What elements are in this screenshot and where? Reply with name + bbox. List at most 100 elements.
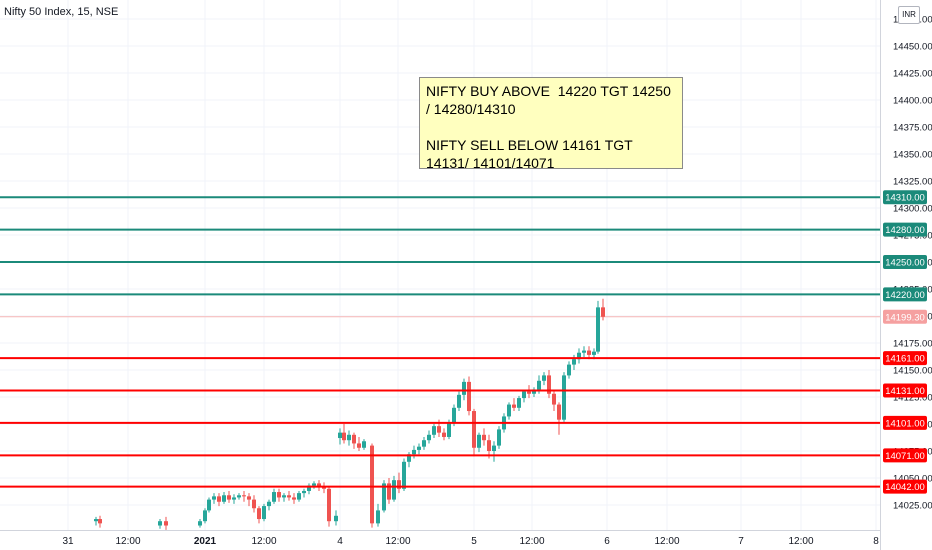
- price-tick-label: 14150.00: [893, 366, 932, 377]
- level-price-label: 14131.00: [885, 386, 925, 397]
- time-tick-label: 6: [604, 536, 610, 547]
- candle-up: [417, 446, 421, 450]
- candle-up: [432, 426, 436, 435]
- candle-up: [567, 364, 571, 376]
- candle-down: [527, 391, 531, 394]
- candle-up: [582, 350, 586, 353]
- candle-down: [397, 480, 401, 489]
- time-tick-label: 2021: [194, 536, 217, 547]
- level-price-label-bg: [883, 415, 927, 430]
- level-price-label: 14280.00: [885, 225, 925, 236]
- candle-down: [512, 404, 516, 408]
- candle-down: [352, 434, 356, 444]
- candle-down: [292, 497, 296, 500]
- note-line-sell: NIFTY SELL BELOW 14161 TGT 14131/ 14101/…: [426, 137, 637, 171]
- candle-up: [407, 454, 411, 462]
- level-price-label-bg: [883, 190, 927, 205]
- candle-up: [447, 422, 451, 437]
- candle-down: [472, 411, 476, 448]
- candle-down: [547, 375, 551, 394]
- price-tick-label: 14300.00: [893, 204, 932, 215]
- annotation-note[interactable]: NIFTY BUY ABOVE 14220 TGT 14250 / 14280/…: [419, 77, 683, 171]
- time-tick-label: 12:00: [519, 536, 544, 547]
- level-price-label: 14250.00: [885, 258, 925, 269]
- candle-down: [252, 499, 256, 509]
- candle-down: [227, 495, 231, 500]
- time-tick-label: 7: [738, 536, 744, 547]
- level-price-label: 14071.00: [885, 451, 925, 462]
- candle-down: [277, 492, 281, 498]
- price-tick-label: 14325.00: [893, 177, 932, 188]
- time-tick-label: 31: [62, 536, 74, 547]
- candle-up: [207, 499, 211, 511]
- last-price-tag: 14199.30: [885, 312, 925, 323]
- candle-down: [557, 404, 561, 420]
- candle-up: [497, 429, 501, 446]
- candle-down: [257, 508, 261, 520]
- price-tick-label: 14125.00: [893, 393, 932, 404]
- price-tick-label: 14375.00: [893, 123, 932, 134]
- last-price-tag-bg: [883, 309, 927, 324]
- price-tick-label: 14175.00: [893, 339, 932, 350]
- currency-badge[interactable]: INR: [898, 6, 920, 24]
- candle-up: [338, 432, 342, 439]
- price-tick-label: 14050.00: [893, 474, 932, 485]
- candle-up: [198, 521, 202, 526]
- candle-down: [437, 426, 441, 433]
- candle-down: [601, 307, 605, 317]
- time-tick-label: 5: [471, 536, 477, 547]
- candle-up: [577, 352, 581, 360]
- candle-up: [537, 380, 541, 390]
- candle-up: [362, 441, 366, 448]
- candle-down: [317, 483, 321, 487]
- time-tick-label: 12:00: [115, 536, 140, 547]
- candle-up: [427, 434, 431, 441]
- level-price-label: 14220.00: [885, 290, 925, 301]
- level-price-label: 14101.00: [885, 418, 925, 429]
- candle-down: [587, 350, 591, 355]
- candle-up: [517, 398, 521, 408]
- candle-up: [334, 515, 338, 522]
- candle-down: [370, 445, 374, 524]
- candle-up: [94, 519, 98, 522]
- note-line-buy: NIFTY BUY ABOVE 14220 TGT 14250 / 14280/…: [426, 83, 675, 117]
- candle-down: [164, 521, 168, 526]
- candle-up: [302, 490, 306, 494]
- candle-down: [387, 483, 391, 500]
- candle-down: [217, 496, 221, 502]
- candle-down: [287, 495, 291, 498]
- candle-up: [307, 485, 311, 491]
- candle-up: [262, 506, 266, 520]
- price-tick-label: 14425.00: [893, 69, 932, 80]
- price-tick-label: 14400.00: [893, 96, 932, 107]
- level-price-label: 14161.00: [885, 354, 925, 365]
- level-price-label-bg: [883, 479, 927, 494]
- candle-up: [422, 440, 426, 447]
- price-tick-label: 14350.00: [893, 150, 932, 161]
- candle-up: [522, 391, 526, 399]
- candle-up: [532, 389, 536, 394]
- candle-up: [542, 375, 546, 381]
- time-tick-label: 4: [337, 536, 343, 547]
- candle-down: [322, 486, 326, 489]
- candle-down: [552, 393, 556, 405]
- candle-down: [247, 496, 251, 500]
- candle-down: [327, 488, 331, 522]
- candle-up: [402, 461, 406, 489]
- candle-down: [442, 432, 446, 437]
- price-tick-label: 14025.00: [893, 501, 932, 512]
- candle-down: [487, 440, 491, 451]
- candle-up: [267, 501, 271, 507]
- candle-up: [376, 510, 380, 524]
- level-price-label-bg: [883, 448, 927, 463]
- candle-up: [492, 445, 496, 451]
- candle-up: [452, 407, 456, 423]
- candle-up: [222, 495, 226, 502]
- level-price-label-bg: [883, 255, 927, 269]
- candle-down: [342, 432, 346, 441]
- level-price-label-bg: [883, 351, 927, 366]
- candle-up: [572, 359, 576, 365]
- time-tick-label: 12:00: [251, 536, 276, 547]
